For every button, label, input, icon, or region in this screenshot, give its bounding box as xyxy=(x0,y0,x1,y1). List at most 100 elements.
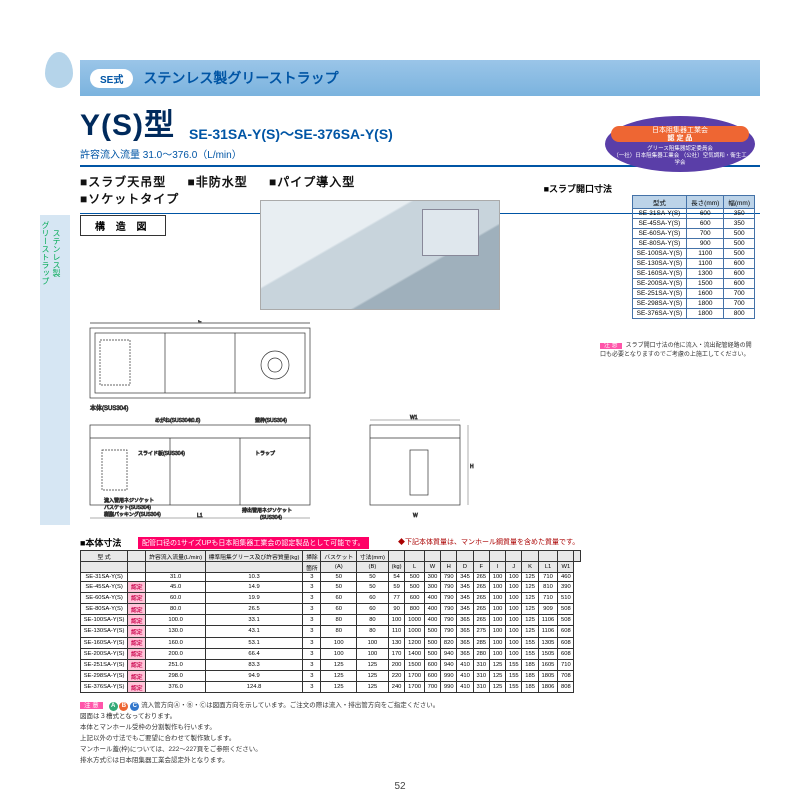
svg-text:トラップ: トラップ xyxy=(255,451,275,457)
spec-title: ■本体寸法 xyxy=(80,536,121,549)
table-header xyxy=(489,551,505,562)
table-header: (B) xyxy=(357,562,389,573)
page-number: 52 xyxy=(0,781,800,792)
svg-text:蓋枠(SUS304): 蓋枠(SUS304) xyxy=(255,417,287,424)
table-header xyxy=(441,551,457,562)
svg-text:流入管用ネジソケット: 流入管用ネジソケット xyxy=(104,497,154,504)
caution-label: 注 意 xyxy=(80,702,103,709)
side-tab: ステンレス製グリーストラップ xyxy=(40,215,70,525)
table-row: SE-45SA-Y(S)600350 xyxy=(632,219,754,229)
certification-badge: 日本阻集器工業会認 定 品 グリース阻集器認定委員会（一社）日本阻集器工業会 （… xyxy=(605,116,755,172)
side-tab-label: ステンレス製グリーストラップ xyxy=(40,215,62,291)
product-photo xyxy=(260,200,500,310)
table-row: SE-298SA-Y(S)認定298.094.93125125220170060… xyxy=(81,671,581,682)
feature-tag: ■パイプ導入型 xyxy=(269,175,355,189)
table-header: 標準阻集グリース及び許容質量(kg) xyxy=(205,551,302,562)
table-row: SE-376SA-Y(S)1800800 xyxy=(632,309,754,319)
table-header xyxy=(405,551,425,562)
svg-text:本体(SUS304): 本体(SUS304) xyxy=(90,404,128,412)
table-header xyxy=(522,551,538,562)
cert-line: 日本阻集器工業会 xyxy=(652,127,708,134)
cert-line: グリース阻集器認定委員会 xyxy=(647,146,713,152)
feature-tag: ■非防水型 xyxy=(187,175,247,189)
slab-table-title: ■スラブ開口寸法 xyxy=(544,182,612,195)
table-row: SE-80SA-Y(S)認定80.026.5360609080040079034… xyxy=(81,603,581,614)
series-label: ステンレス製グリーストラップ xyxy=(143,68,338,88)
table-header xyxy=(538,551,558,562)
circle-c-icon: C xyxy=(130,702,139,711)
table-header: 型 式 xyxy=(81,551,128,562)
table-row: SE-251SA-Y(S)1600700 xyxy=(632,289,754,299)
table-row: SE-60SA-Y(S)認定60.019.9360607760040079034… xyxy=(81,592,581,603)
svg-text:H: H xyxy=(470,464,474,470)
page-title: Y(S)型 xyxy=(80,100,175,144)
table-row: SE-130SA-Y(S)認定130.043.13808011010005007… xyxy=(81,626,581,637)
table-header: 寸法(mm) xyxy=(357,551,389,562)
svg-text:W: W xyxy=(413,513,418,519)
table-header: 箇所 xyxy=(303,562,321,573)
note-line: マンホール蓋(枠)については、222～227頁をご参照ください。 xyxy=(80,744,439,755)
table-header: 長さ(mm) xyxy=(687,196,724,209)
svg-text:スライド板(SUS304): スライド板(SUS304) xyxy=(138,450,185,457)
table-header: W1 xyxy=(558,562,574,573)
svg-text:L: L xyxy=(198,320,202,324)
note-line: 上記以外の寸法でもご要望に合わせて製作致します。 xyxy=(80,733,439,744)
table-header: L xyxy=(405,562,425,573)
table-header xyxy=(388,551,405,562)
svg-text:めがね(SUS304t0.6): めがね(SUS304t0.6) xyxy=(155,417,201,424)
table-row: SE-45SA-Y(S)認定45.014.9350505950030079034… xyxy=(81,581,581,592)
table-header: L1 xyxy=(538,562,558,573)
table-header xyxy=(473,551,489,562)
feature-tag: ■ソケットタイプ xyxy=(80,192,179,206)
table-row: SE-100SA-Y(S)認定100.033.13808010010004007… xyxy=(81,615,581,626)
table-header: F xyxy=(473,562,489,573)
table-row: SE-200SA-Y(S)1500600 xyxy=(632,279,754,289)
table-row: SE-200SA-Y(S)認定200.066.43100100170140050… xyxy=(81,648,581,659)
table-header: W xyxy=(424,562,440,573)
table-header xyxy=(205,562,302,573)
table-header: 許容流入流量(L/min) xyxy=(146,551,205,562)
note-line: 排水方式Ⓒは日本阻集器工業会認定外となります。 xyxy=(80,755,439,766)
table-row: SE-376SA-Y(S)認定376.0124.8312512524017007… xyxy=(81,682,581,693)
svg-text:(SUS304): (SUS304) xyxy=(260,515,282,520)
table-header: 型式 xyxy=(632,196,687,209)
svg-text:排出管用ネジソケット: 排出管用ネジソケット xyxy=(242,507,292,514)
engineering-drawing: 本体(SUS304) L スライド板(SUS304) 流入管用ネジソケット バス… xyxy=(80,320,510,520)
cert-line: 認 定 品 xyxy=(668,135,693,142)
table-header xyxy=(424,551,440,562)
spec-note-pink: 配管口径の1サイズUPも日本阻集器工業会の認定製品として可能です。 xyxy=(138,537,369,549)
table-header: (A) xyxy=(321,562,357,573)
table-row: SE-100SA-Y(S)1100500 xyxy=(632,249,754,259)
table-row: SE-160SA-Y(S)1300600 xyxy=(632,269,754,279)
table-header: (kg) xyxy=(388,562,405,573)
table-row: SE-31SA-Y(S)31.010.335050545003007903452… xyxy=(81,573,581,581)
table-header xyxy=(506,551,522,562)
table-header: 掃除 xyxy=(303,551,321,562)
svg-text:バスケット(SUS304): バスケット(SUS304) xyxy=(104,504,151,511)
table-row: SE-251SA-Y(S)認定251.083.33125125200150060… xyxy=(81,659,581,670)
table-row: SE-160SA-Y(S)認定160.053.13100100130120050… xyxy=(81,637,581,648)
spec-table: 型 式 許容流入流量(L/min)標準阻集グリース及び許容質量(kg)掃除バスケッ… xyxy=(80,550,581,693)
series-tag: SE式 xyxy=(90,69,133,88)
table-header xyxy=(574,551,581,562)
feature-tag: ■スラブ天吊型 xyxy=(80,175,166,189)
footnotes: 注 意 A B C 流入管方向Ⓐ・Ⓑ・Ⓒは図面方向を示しています。ご注文の際は流… xyxy=(80,700,439,766)
svg-text:W1: W1 xyxy=(410,415,418,421)
circle-a-icon: A xyxy=(109,702,118,711)
table-header: K xyxy=(522,562,538,573)
table-header: バスケット xyxy=(321,551,357,562)
structure-label: 構 造 図 xyxy=(80,215,166,236)
svg-text:L1: L1 xyxy=(197,513,203,519)
catalog-page: SE式 ステンレス製グリーストラップ Y(S)型 SE-31SA-Y(S)～SE… xyxy=(0,0,800,800)
slab-opening-table: 型式長さ(mm)幅(mm) SE-31SA-Y(S)600350SE-45SA-… xyxy=(632,195,755,319)
table-row: SE-298SA-Y(S)1800700 xyxy=(632,299,754,309)
spec-note-right: ◆下記本体質量は、マンホール鋼質量を含めた質量です。 xyxy=(398,537,579,547)
table-row: SE-31SA-Y(S)600350 xyxy=(632,209,754,219)
table-header xyxy=(558,551,574,562)
caution-label: 注 意 xyxy=(600,343,622,349)
table-header xyxy=(81,562,128,573)
note-line: 流入管方向Ⓐ・Ⓑ・Ⓒは図面方向を示しています。ご注文の際は流入・排出管方向をご指… xyxy=(141,702,439,709)
caution-slab: 注 意スラブ開口寸法の他に流入・流出配管経路の開口も必要となりますのでご考慮の上… xyxy=(600,340,755,358)
caution-text: スラブ開口寸法の他に流入・流出配管経路の開口も必要となりますのでご考慮の上施工し… xyxy=(600,343,752,358)
note-line: 図面は３槽式となっております。 xyxy=(80,711,439,722)
